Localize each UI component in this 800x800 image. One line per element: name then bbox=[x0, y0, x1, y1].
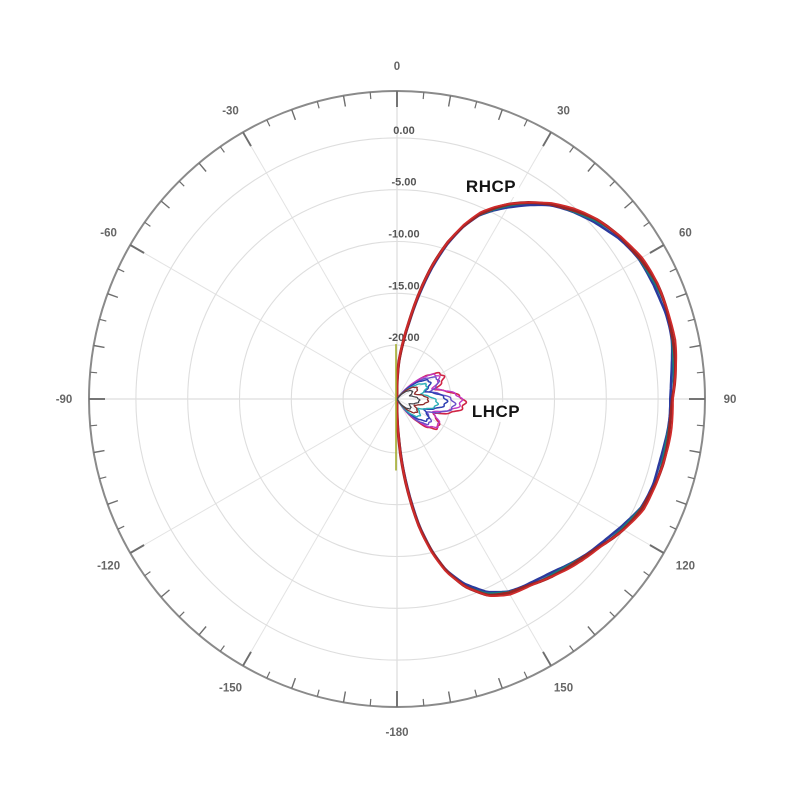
angle-label-90: 90 bbox=[724, 394, 737, 406]
angle-labels: 0 30 60 90 120 150 -180 -150 -120 -90 -60 -30 bbox=[56, 61, 737, 739]
lhcp-trace-2 bbox=[396, 376, 457, 426]
angle-label--180: -180 bbox=[385, 727, 408, 739]
lhcp-trace-5 bbox=[396, 386, 430, 414]
radial-label--10.00: -10.00 bbox=[388, 229, 419, 241]
angle-label-120: 120 bbox=[676, 561, 695, 573]
angle-ticks bbox=[89, 91, 705, 707]
angle-label-60: 60 bbox=[679, 228, 692, 240]
angle-label-30: 30 bbox=[557, 106, 570, 118]
grid-rings bbox=[135, 137, 659, 661]
lhcp-trace-3 bbox=[396, 379, 449, 423]
radial-label--5.00: -5.00 bbox=[391, 177, 416, 189]
grid-spokes bbox=[89, 91, 705, 707]
radial-labels: 0.00-5.00-10.00-15.00-20.00 bbox=[388, 125, 419, 344]
rhcp-trace-3 bbox=[396, 201, 678, 597]
angle-label--60: -60 bbox=[100, 228, 117, 240]
lhcp-label: LHCP bbox=[468, 402, 524, 422]
angle-label--30: -30 bbox=[222, 106, 239, 118]
angle-label-150: 150 bbox=[554, 682, 573, 694]
radial-label-0.00: 0.00 bbox=[393, 125, 414, 137]
radial-label--15.00: -15.00 bbox=[388, 280, 419, 292]
lhcp-trace-4 bbox=[396, 383, 439, 418]
series-lhcp bbox=[396, 371, 468, 431]
angle-label--90: -90 bbox=[56, 394, 73, 406]
angle-label-0: 0 bbox=[394, 61, 400, 73]
rhcp-label: RHCP bbox=[462, 177, 520, 197]
lhcp-trace-1 bbox=[396, 373, 464, 429]
lhcp-trace-0 bbox=[396, 371, 468, 431]
lhcp-trace-6 bbox=[396, 389, 421, 410]
angle-label--120: -120 bbox=[97, 561, 120, 573]
series-rhcp bbox=[395, 201, 678, 597]
angle-label--150: -150 bbox=[219, 682, 242, 694]
